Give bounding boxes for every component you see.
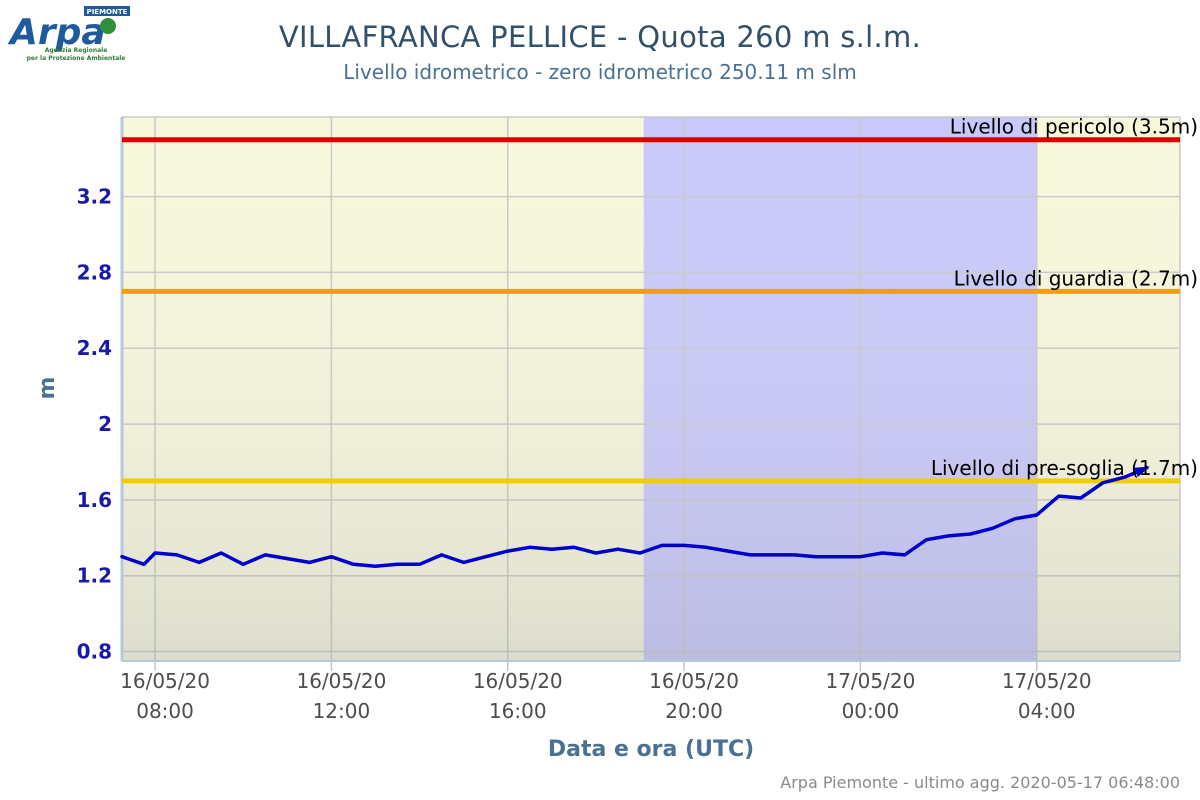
footer-credit: Arpa Piemonte - ultimo agg. 2020-05-17 0… bbox=[780, 773, 1180, 792]
chart-subtitle: Livello idrometrico - zero idrometrico 2… bbox=[343, 60, 857, 84]
logo-region-box bbox=[84, 6, 130, 16]
axes bbox=[120, 117, 1180, 671]
series-end-arrow bbox=[1133, 466, 1150, 477]
x-tick-label-time: 08:00 bbox=[136, 699, 194, 723]
logo-wordmark: Arpa bbox=[8, 12, 106, 53]
threshold-label: Livello di guardia (2.7m) bbox=[954, 266, 1198, 290]
logo-emblem-icon bbox=[100, 18, 116, 34]
x-tick-label-date: 16/05/20 bbox=[473, 669, 563, 693]
plot-shading bbox=[122, 117, 1180, 661]
y-tick-label: 0.8 bbox=[77, 640, 112, 664]
series-line bbox=[120, 465, 1149, 568]
x-tick-label-date: 16/05/20 bbox=[296, 669, 386, 693]
logo-region: PIEMONTE bbox=[87, 8, 128, 16]
threshold-label: Livello di pre-soglia (1.7m) bbox=[931, 456, 1198, 480]
x-tick-label-time: 16:00 bbox=[489, 699, 547, 723]
x-tick-label-time: 04:00 bbox=[1018, 699, 1076, 723]
x-tick-label-time: 00:00 bbox=[842, 699, 900, 723]
y-tick-label: 1.2 bbox=[77, 564, 112, 588]
x-axis-label: Data e ora (UTC) bbox=[548, 737, 754, 762]
x-tick-label-date: 17/05/20 bbox=[1002, 669, 1092, 693]
logo-subtitle-1: Agenzia Regionale bbox=[45, 47, 108, 54]
chart-title: VILLAFRANCA PELLICE - Quota 260 m s.l.m. bbox=[278, 20, 922, 54]
y-tick-label: 3.2 bbox=[77, 185, 112, 209]
x-tick-label-time: 20:00 bbox=[665, 699, 723, 723]
y-tick-label: 1.6 bbox=[77, 488, 112, 512]
arpa-logo: Arpa PIEMONTE Agenzia Regionale per la P… bbox=[8, 6, 130, 62]
y-tick-label: 2.8 bbox=[77, 260, 112, 284]
x-tick-label-date: 16/05/20 bbox=[120, 669, 210, 693]
y-tick-label: 2 bbox=[98, 412, 112, 436]
axis-labels: Livello di pericolo (3.5m) Livello di gua… bbox=[35, 115, 1198, 762]
x-tick-label-date: 17/05/20 bbox=[825, 669, 915, 693]
threshold-label: Livello di pericolo (3.5m) bbox=[950, 115, 1198, 139]
x-tick-label-date: 16/05/20 bbox=[649, 669, 739, 693]
y-axis-label: m bbox=[35, 377, 60, 400]
y-tick-label: 2.4 bbox=[77, 336, 112, 360]
threshold-lines bbox=[122, 137, 1180, 484]
logo-subtitle-2: per la Protezione Ambientale bbox=[27, 55, 126, 62]
series bbox=[120, 465, 1150, 568]
x-tick-label-time: 12:00 bbox=[313, 699, 371, 723]
